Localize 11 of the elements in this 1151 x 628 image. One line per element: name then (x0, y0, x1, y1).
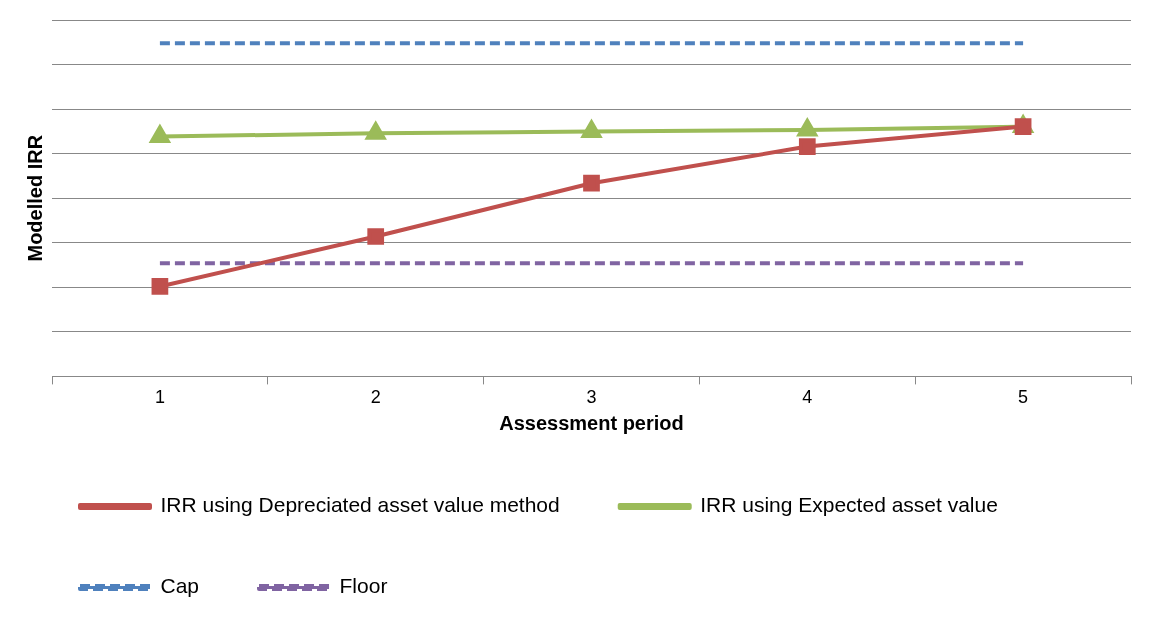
x-tick-label: 2 (370, 387, 381, 408)
x-axis-title: Assessment period (499, 411, 684, 434)
legend-label: Floor (339, 574, 388, 598)
x-tick-label: 5 (1018, 387, 1029, 408)
x-tick-label: 1 (154, 387, 165, 408)
legend-label: IRR using Depreciated asset value method (160, 493, 560, 517)
x-tick-label: 4 (802, 387, 813, 408)
legend-label: IRR using Expected asset value (700, 493, 998, 517)
x-tick-label: 3 (586, 387, 597, 408)
legend-label: Cap (160, 574, 200, 598)
y-axis-title: Modelled IRR (23, 134, 46, 262)
